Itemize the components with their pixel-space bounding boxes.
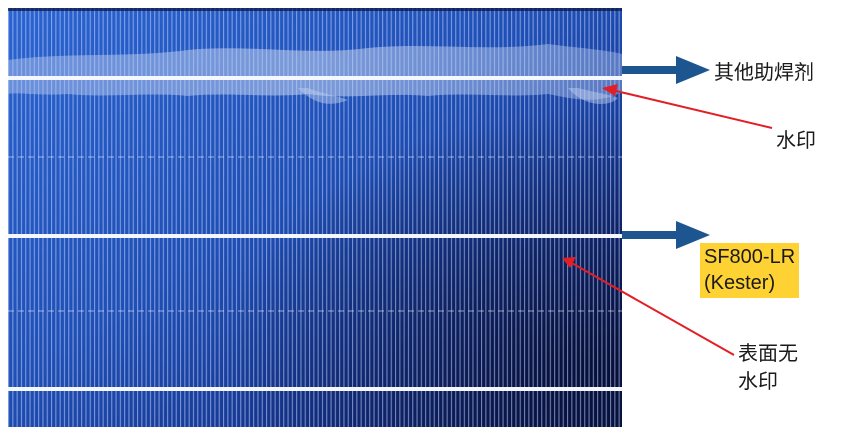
flux-arrow-icon	[622, 56, 710, 84]
other-flux-label: 其他助焊剂	[714, 62, 814, 84]
watermark-pointer-arrow-icon	[602, 84, 773, 129]
no-watermark-line2: 水印	[738, 371, 778, 393]
product-label: SF800-LR (Kester)	[700, 243, 800, 298]
busbars	[8, 76, 622, 391]
no-watermark-line1: 表面无	[738, 343, 798, 365]
no-watermark-label: 表面无 水印	[738, 340, 798, 396]
product-arrow-icon	[622, 221, 710, 249]
watermark-label: 水印	[776, 130, 816, 152]
product-brand: (Kester)	[704, 272, 776, 294]
solar-cell-photo	[8, 8, 622, 427]
watermark-residue	[8, 44, 622, 100]
product-name: SF800-LR	[704, 246, 796, 268]
